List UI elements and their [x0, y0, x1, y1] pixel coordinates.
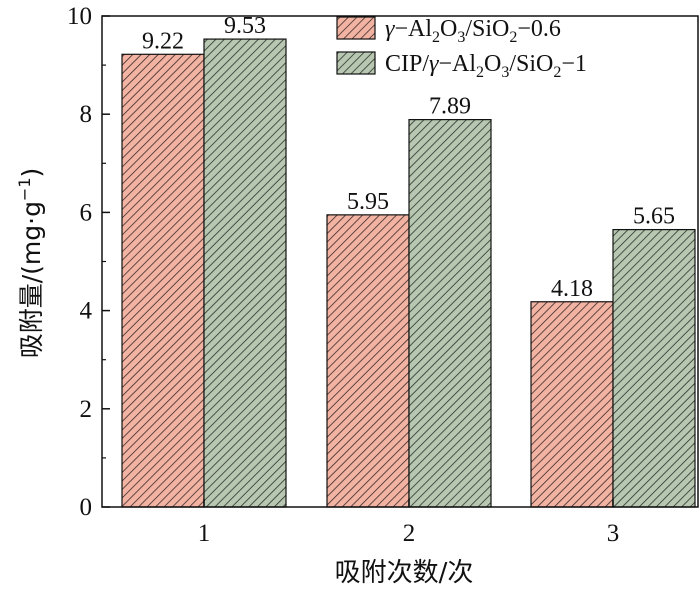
data-label-series1-cat2: 5.95 [347, 189, 389, 215]
bar-series2-cat2 [408, 119, 492, 508]
y-tick-label: 2 [80, 396, 93, 423]
data-labels-group: 9.22 5.95 4.18 9.53 7.89 5.65 [142, 13, 675, 302]
legend-swatch-1 [336, 16, 376, 40]
y-tick-label: 10 [67, 3, 92, 30]
y-tick-label: 0 [80, 494, 93, 521]
x-tick-label: 3 [607, 520, 620, 547]
y-tick-label: 6 [80, 199, 93, 226]
bars-group [121, 38, 696, 508]
bar-series2-cat3 [612, 228, 696, 508]
y-axis-label: 吸附量/(mg·g−1) [15, 168, 46, 359]
legend-swatch-2 [336, 51, 376, 75]
data-label-series2-cat2: 7.89 [429, 94, 471, 120]
bar-series2-cat1 [203, 38, 287, 508]
data-label-series2-cat1: 9.53 [224, 13, 266, 39]
x-axis-label: 吸附次数/次 [335, 558, 474, 588]
y-axis-label-text: 吸附量/(mg·g−1) [15, 168, 46, 359]
bar-series1-cat1 [121, 53, 205, 508]
legend-label-1: γ−Al2​O3​/SiO2​−0.6 [385, 16, 561, 46]
y-tick-label: 8 [80, 101, 93, 128]
legend: γ−Al2​O3​/SiO2​−0.6 CIP/γ−Al2​O3​/SiO2​−1 [336, 16, 587, 81]
y-tick-label: 4 [80, 298, 93, 325]
legend-label-2: CIP/γ−Al2​O3​/SiO2​−1 [385, 51, 587, 81]
data-label-series1-cat1: 9.22 [142, 28, 184, 54]
data-label-series2-cat3: 5.65 [633, 204, 675, 230]
data-label-series1-cat3: 4.18 [551, 276, 593, 302]
bar-series1-cat3 [530, 301, 614, 508]
bar-series1-cat2 [326, 214, 410, 508]
x-tick-label: 1 [198, 520, 211, 547]
x-tick-label: 2 [403, 520, 416, 547]
